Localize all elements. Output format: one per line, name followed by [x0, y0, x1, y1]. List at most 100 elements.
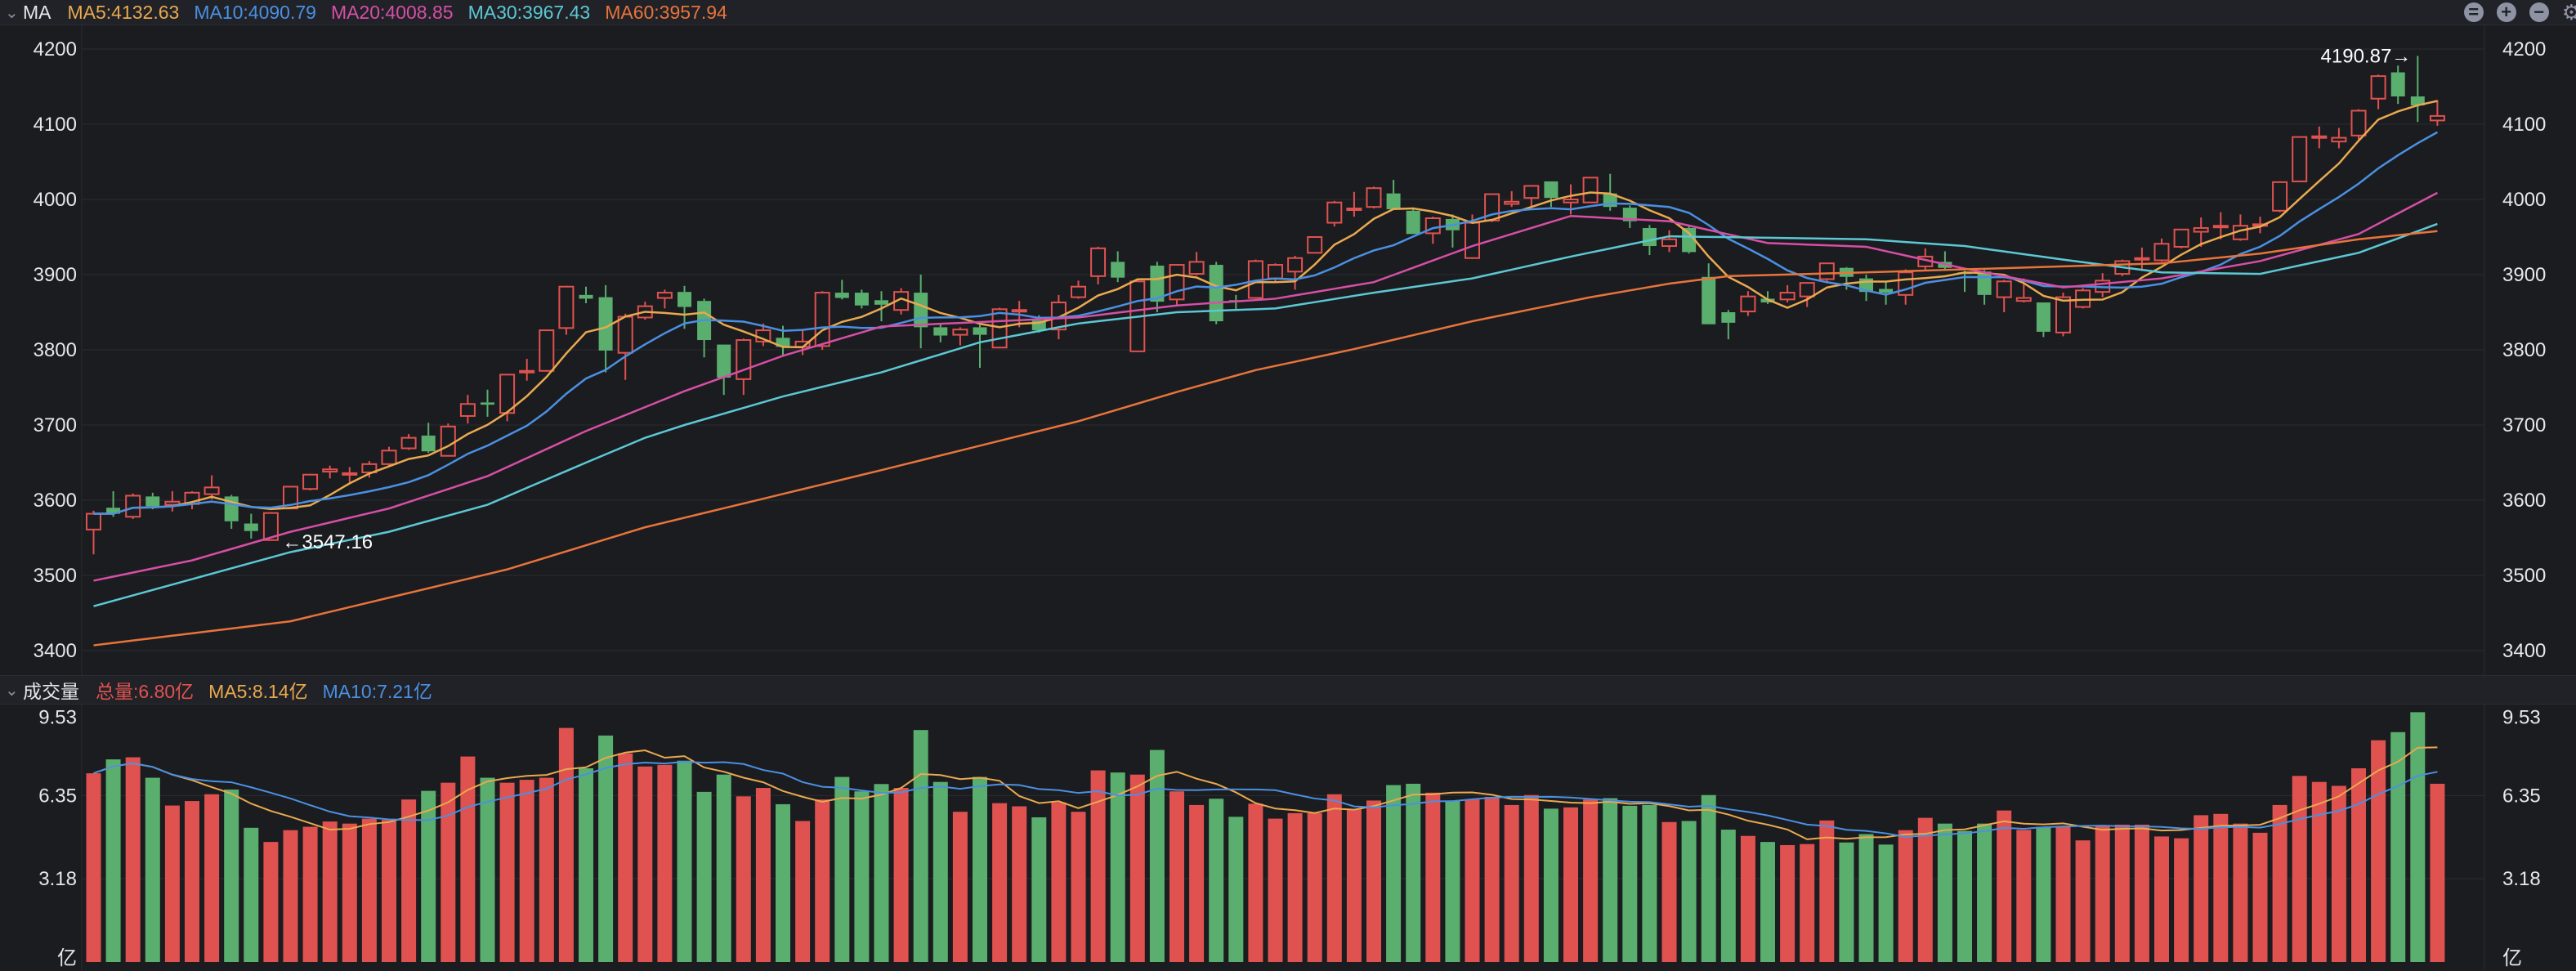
candle-body: [558, 285, 575, 329]
candle-down: [1406, 208, 1420, 235]
volume-bar: [1523, 794, 1539, 962]
volume-bar: [322, 821, 338, 962]
volume-bar: [263, 842, 279, 962]
volume-bar: [1898, 830, 1913, 962]
candle-down: [1702, 263, 1716, 324]
volume-bar: [441, 782, 456, 962]
ma60-label: MA60:3957.94: [605, 1, 727, 23]
zoom-in-icon[interactable]: +: [2496, 2, 2516, 22]
candle-body: [1268, 264, 1283, 280]
candle-body: [2331, 136, 2347, 143]
candle-down: [244, 513, 258, 539]
volume-bar: [973, 776, 987, 962]
candle-body: [400, 436, 417, 450]
collapse-chevron-icon[interactable]: ⌄: [5, 681, 19, 700]
candle-body: [1188, 261, 1205, 275]
candle-body: [1209, 265, 1223, 322]
volume-bar: [1189, 804, 1205, 962]
candle-body: [2390, 72, 2405, 96]
candle-body: [459, 403, 476, 417]
candle-down: [1938, 251, 1952, 271]
volume-bar: [2154, 836, 2169, 962]
volume-bar: [1169, 791, 1184, 962]
volume-title[interactable]: 成交量: [23, 681, 79, 702]
volume-bar: [1661, 821, 1677, 962]
candle-body: [2429, 114, 2445, 122]
volume-bar: [1287, 812, 1303, 962]
candle-body: [2272, 181, 2288, 212]
y-tick-label-right: 3400: [2502, 640, 2546, 662]
candle-body: [1406, 210, 1420, 235]
candle-up: [2055, 293, 2071, 337]
volume-bar: [1366, 800, 1381, 962]
y-tick-label-left: 4100: [34, 114, 77, 136]
candle-down: [914, 275, 928, 349]
volume-bar: [854, 791, 870, 962]
volume-bar: [2075, 840, 2091, 962]
candle-body: [1169, 264, 1185, 301]
volume-ma-line-ma10: [93, 760, 2438, 838]
volume-tick-label-left: 9.53: [38, 706, 77, 728]
candle-up: [1523, 185, 1540, 208]
candle-body: [1682, 227, 1697, 253]
ma10-label: MA10:4090.79: [194, 1, 316, 23]
volume-bar: [1445, 801, 1460, 962]
volume-bar: [1800, 843, 1815, 962]
candle-body: [481, 402, 494, 405]
candle-up: [2370, 74, 2386, 110]
volume-bar: [1425, 792, 1441, 962]
volume-header: ⌄ 成交量 总量:6.80亿 MA5:8.14亿 MA10:7.21亿: [0, 675, 2576, 705]
volume-bar: [1780, 844, 1796, 962]
candle-down: [1111, 251, 1125, 283]
volume-bar: [1622, 805, 1638, 962]
candle-down: [834, 280, 849, 300]
candle-body: [1346, 208, 1362, 212]
candle-body: [2036, 302, 2051, 332]
candle-body: [2410, 96, 2425, 105]
candle-up: [2134, 247, 2150, 271]
volume-bar: [1051, 802, 1067, 962]
candle-up: [539, 329, 555, 372]
volume-bar: [932, 781, 948, 962]
ma-line-ma20: [93, 191, 2438, 582]
candle-body: [421, 435, 436, 452]
volume-bar: [1268, 818, 1283, 962]
volume-bar: [105, 759, 121, 962]
volume-bar: [1937, 823, 1952, 962]
volume-bar: [1977, 823, 1992, 962]
indicator-title[interactable]: MA: [23, 1, 51, 23]
ma5-label: MA5:4132.63: [67, 1, 180, 23]
volume-bar: [1209, 799, 1224, 962]
ma-line-ma5: [93, 100, 2438, 515]
volume-bar: [815, 799, 830, 962]
zoom-out-icon[interactable]: −: [2529, 2, 2549, 22]
min-price-annotation: ←3547.16: [282, 531, 373, 553]
y-tick-label-left: 4000: [34, 189, 77, 211]
candle-body: [2015, 297, 2032, 302]
volume-bar: [2095, 826, 2110, 962]
candle-down: [697, 298, 712, 358]
volume-bar: [1839, 842, 1854, 962]
volume-chart[interactable]: 9.53 9.53 6.35 6.35 3.18 3.18 亿 亿: [0, 705, 2576, 971]
volume-bar: [342, 823, 357, 962]
volume-bar: [952, 812, 968, 962]
candle-body: [2173, 228, 2189, 248]
candle-up: [400, 434, 417, 450]
price-chart[interactable]: 4200 4200 4100 4100 4000 4000 3900 3900 3800 3800…: [0, 25, 2576, 675]
y-tick-label-left: 3500: [34, 565, 77, 587]
volume-bar: [1346, 809, 1362, 962]
collapse-chevron-icon[interactable]: ⌄: [5, 3, 19, 22]
candle-body: [106, 508, 121, 514]
volume-bar: [480, 777, 495, 962]
candle-down: [1721, 310, 1736, 340]
y-tick-label-right: 3500: [2502, 565, 2546, 587]
volume-bar: [86, 773, 101, 962]
volume-bar: [125, 757, 141, 962]
ma-line-ma30: [93, 222, 2438, 607]
reset-icon[interactable]: =: [2463, 2, 2484, 22]
gear-icon[interactable]: ⚙: [2561, 0, 2576, 25]
candle-up: [1169, 264, 1185, 305]
total-volume-label: 总量:6.80亿: [96, 681, 195, 702]
candle-body: [1031, 320, 1046, 331]
candle-body: [2212, 225, 2229, 229]
